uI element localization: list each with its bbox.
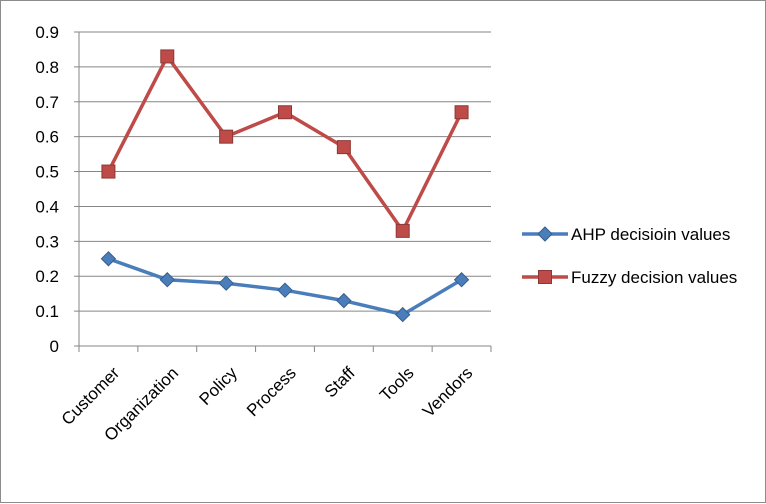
- data-point: [100, 251, 117, 267]
- y-tick-label: 0.3: [35, 232, 59, 251]
- y-tick-label: 0.9: [35, 23, 59, 42]
- y-tick-labels: 0 0.1 0.2 0.3 0.4 0.5 0.6 0.7 0.8 0.9: [35, 23, 59, 356]
- data-point: [277, 282, 293, 298]
- data-point: [336, 140, 351, 155]
- x-tick-label: Tools: [376, 363, 417, 404]
- y-tick-label: 0.8: [35, 58, 59, 77]
- data-point: [454, 105, 469, 120]
- x-tick-label: Process: [243, 363, 300, 420]
- legend-marker: [537, 226, 553, 242]
- x-tick-label: Staff: [321, 363, 359, 401]
- series-fuzzy: [101, 49, 469, 238]
- data-point: [160, 49, 175, 64]
- data-point: [453, 272, 470, 288]
- series-ahp: [100, 251, 470, 323]
- y-tick-label: 0.7: [35, 93, 59, 112]
- data-point: [218, 275, 234, 291]
- gridlines: [79, 31, 491, 312]
- x-tick-label: Vendors: [419, 363, 477, 421]
- legend-label: AHP decisioin values: [571, 225, 730, 244]
- data-point: [219, 129, 234, 144]
- y-tick-label: 0: [50, 337, 59, 356]
- data-point: [395, 223, 410, 238]
- y-tick-label: 0.5: [35, 163, 59, 182]
- legend: AHP decisioin values Fuzzy decision value…: [522, 225, 737, 287]
- data-point: [159, 272, 175, 288]
- y-tick-label: 0.4: [35, 197, 59, 216]
- legend-item: Fuzzy decision values: [522, 268, 737, 287]
- y-tick-label: 0.1: [35, 302, 59, 321]
- legend-marker: [538, 270, 552, 284]
- series-line: [106, 54, 464, 233]
- y-tick-label: 0.2: [35, 267, 59, 286]
- series-lines: [100, 49, 470, 323]
- data-point: [395, 306, 411, 323]
- y-tick-label: 0.6: [35, 128, 59, 147]
- data-point: [336, 292, 352, 309]
- legend-label: Fuzzy decision values: [571, 268, 737, 287]
- x-tick-label: Policy: [195, 363, 241, 409]
- data-point: [278, 105, 292, 120]
- legend-item: AHP decisioin values: [522, 225, 730, 244]
- axes: [74, 31, 492, 352]
- data-point: [101, 164, 116, 179]
